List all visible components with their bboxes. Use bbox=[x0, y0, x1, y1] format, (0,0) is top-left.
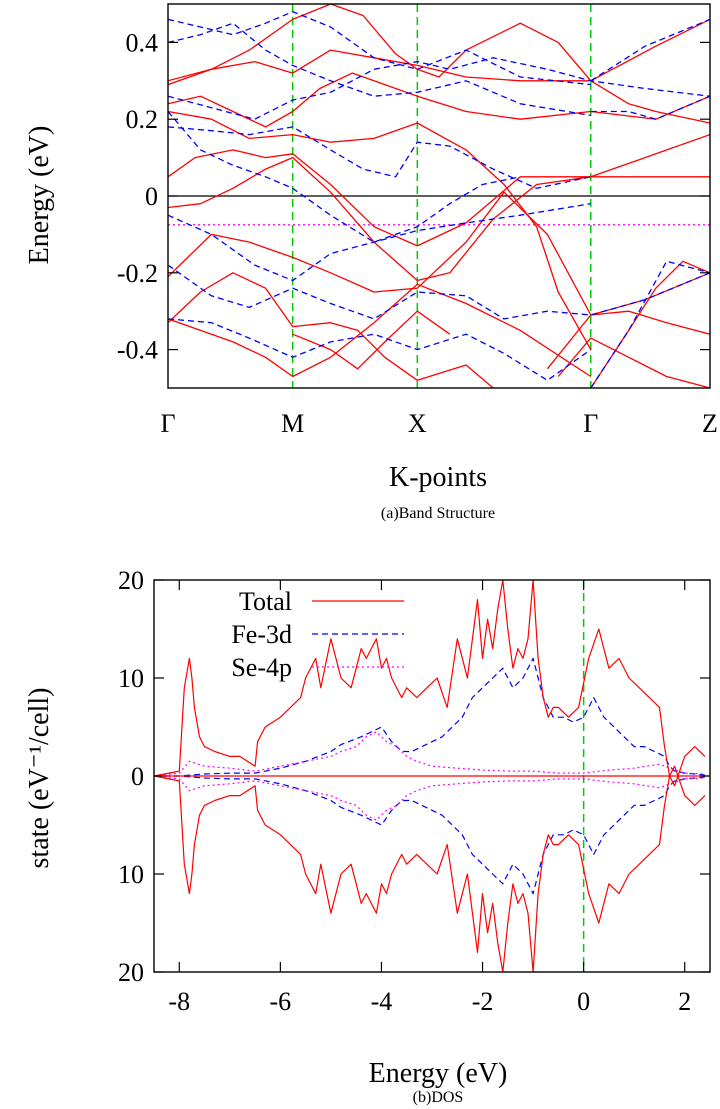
dos-panel: 20 10 0 10 20 -8 -6 -4 -2 0 2 Total Fe-3d Se-4p Energ… bbox=[24, 566, 711, 1106]
dos-line-fe-3d-down bbox=[154, 775, 705, 895]
band-line-0-10 bbox=[546, 310, 710, 370]
dos-x-tick-label: -4 bbox=[371, 987, 393, 1016]
dos-x-tick-label: -6 bbox=[270, 987, 292, 1016]
band-y-tick-label: 0.4 bbox=[126, 28, 159, 57]
band-line-0-8 bbox=[168, 272, 494, 388]
band-line-0-5 bbox=[168, 18, 710, 86]
dos-x-tick-label: 2 bbox=[678, 987, 691, 1016]
dos-y-tick-label: 10 bbox=[118, 664, 144, 693]
band-k-point-label: Γ bbox=[160, 409, 175, 438]
band-line-0-3 bbox=[168, 110, 592, 350]
band-curves bbox=[168, 4, 710, 388]
dos-y-tick-label: 20 bbox=[118, 958, 144, 987]
dos-line-total-up bbox=[154, 580, 706, 787]
dos-line-total-down bbox=[154, 765, 706, 972]
dos-y-tick-label: 20 bbox=[118, 566, 144, 595]
band-y-tick-label: -0.4 bbox=[117, 336, 158, 365]
band-line-1-9 bbox=[590, 95, 710, 120]
band-line-1-10 bbox=[590, 260, 710, 388]
band-k-point-label: Γ bbox=[583, 409, 598, 438]
band-k-point-label: M bbox=[281, 409, 304, 438]
dos-y-tick-label: 0 bbox=[131, 762, 144, 791]
band-line-0-6 bbox=[168, 4, 710, 124]
dos-legend-label-fe-3d: Fe-3d bbox=[231, 620, 292, 649]
band-structure-caption: (a)Band Structure bbox=[381, 505, 495, 522]
band-y-tick-label: 0.2 bbox=[126, 105, 159, 134]
band-line-1-8 bbox=[590, 18, 710, 82]
dos-legend-label-total: Total bbox=[239, 587, 292, 616]
dos-x-axis-title: Energy (eV) bbox=[369, 1058, 508, 1089]
band-structure-x-axis-title: K-points bbox=[389, 462, 487, 493]
band-line-1-4 bbox=[168, 318, 592, 381]
band-line-1-7 bbox=[168, 57, 710, 120]
dos-legend-label-se-4p: Se-4p bbox=[231, 653, 292, 682]
dos-caption: (b)DOS bbox=[413, 1089, 464, 1106]
band-y-tick-label: 0 bbox=[145, 182, 158, 211]
dos-x-tick-label: 0 bbox=[577, 987, 590, 1016]
dos-line-se-4p-up bbox=[154, 731, 705, 777]
band-line-1-1 bbox=[168, 126, 591, 189]
band-line-1-6 bbox=[168, 11, 591, 86]
dos-x-tick-label: -2 bbox=[472, 987, 494, 1016]
band-line-0-0 bbox=[168, 133, 710, 247]
dos-line-se-4p-down bbox=[154, 775, 705, 821]
band-y-tick-label: -0.2 bbox=[117, 259, 158, 288]
band-line-0-1 bbox=[168, 156, 710, 282]
band-line-0-11 bbox=[557, 337, 710, 388]
band-line-1-2 bbox=[168, 203, 591, 282]
band-k-point-label: X bbox=[408, 409, 427, 438]
dos-y-tick-label: 10 bbox=[118, 860, 144, 889]
band-structure-plot-area: 0.4 0.2 0 -0.2 -0.4 Γ M X Γ Z bbox=[117, 3, 718, 438]
dos-plot-area: 20 10 0 10 20 -8 -6 -4 -2 0 2 Total Fe-3d Se-4p bbox=[118, 566, 711, 1016]
band-line-1-3 bbox=[168, 264, 710, 320]
band-line-1-5 bbox=[168, 22, 591, 117]
band-line-0-7 bbox=[168, 283, 592, 378]
dos-curves bbox=[154, 580, 706, 972]
dos-y-axis-title: state (eV⁻¹/cell) bbox=[24, 688, 55, 869]
band-line-0-4 bbox=[168, 72, 710, 128]
band-k-point-label: Z bbox=[702, 409, 718, 438]
band-structure-y-axis-title: Energy (eV) bbox=[24, 126, 55, 265]
dos-x-tick-label: -8 bbox=[168, 987, 190, 1016]
band-line-0-9 bbox=[292, 310, 451, 370]
dos-line-fe-3d-up bbox=[154, 657, 705, 777]
band-structure-panel: 0.4 0.2 0 -0.2 -0.4 Γ M X Γ Z K-points Energy (eV… bbox=[24, 3, 718, 522]
band-line-1-0 bbox=[168, 111, 521, 243]
